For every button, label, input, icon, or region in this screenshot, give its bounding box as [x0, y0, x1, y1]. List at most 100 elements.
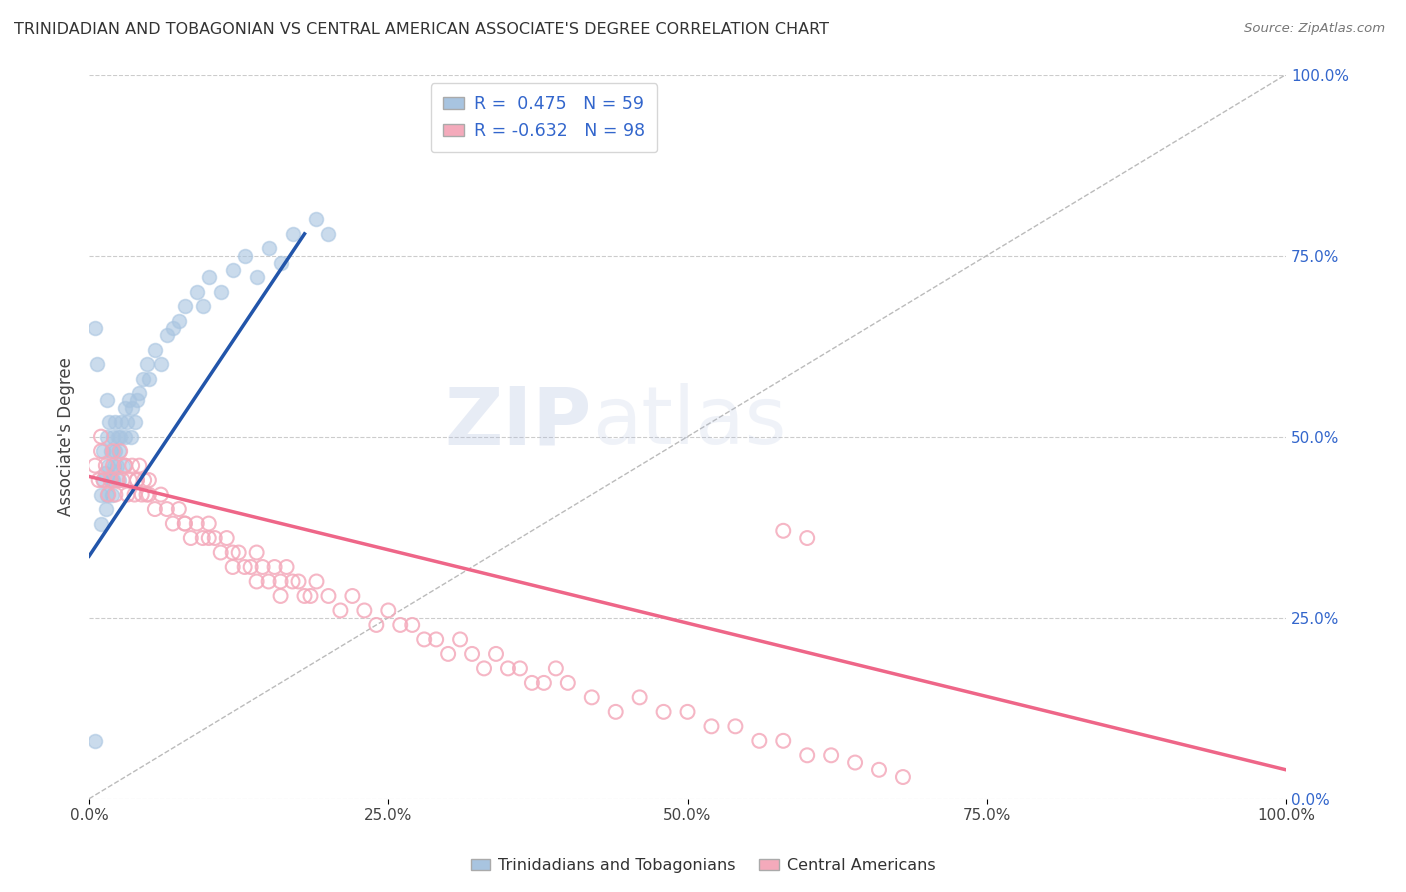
Point	[485, 647, 508, 661]
Text: atlas: atlas	[592, 384, 786, 461]
Point	[173, 299, 195, 313]
Point	[246, 574, 269, 589]
Point	[257, 574, 280, 589]
Point	[197, 531, 219, 545]
Point	[125, 473, 148, 487]
Point	[233, 560, 256, 574]
Point	[94, 458, 117, 473]
Point	[246, 270, 269, 285]
Point	[131, 487, 153, 501]
Point	[276, 560, 298, 574]
Point	[138, 473, 160, 487]
Point	[101, 458, 124, 473]
Point	[96, 487, 118, 501]
Point	[96, 430, 118, 444]
Legend: Trinidadians and Tobagonians, Central Americans: Trinidadians and Tobagonians, Central Am…	[464, 852, 942, 880]
Point	[449, 632, 471, 647]
Point	[93, 473, 115, 487]
Point	[366, 618, 388, 632]
Point	[724, 719, 747, 733]
Point	[305, 574, 328, 589]
Point	[90, 487, 112, 501]
Point	[209, 545, 232, 559]
Point	[197, 516, 219, 531]
Point	[124, 487, 146, 501]
Point	[111, 458, 134, 473]
Point	[128, 386, 150, 401]
Point	[472, 661, 495, 675]
Point	[191, 531, 214, 545]
Point	[389, 618, 412, 632]
Point	[186, 285, 208, 299]
Point	[173, 516, 195, 531]
Point	[557, 676, 579, 690]
Point	[796, 531, 818, 545]
Point	[143, 502, 166, 516]
Point	[180, 531, 202, 545]
Point	[149, 487, 172, 501]
Point	[125, 393, 148, 408]
Point	[461, 647, 484, 661]
Point	[377, 603, 399, 617]
Point	[270, 589, 292, 603]
Point	[121, 458, 143, 473]
Point	[156, 502, 179, 516]
Point	[191, 299, 214, 313]
Point	[90, 516, 112, 531]
Point	[110, 415, 132, 429]
Point	[100, 473, 122, 487]
Point	[108, 444, 131, 458]
Point	[868, 763, 890, 777]
Point	[294, 589, 316, 603]
Point	[149, 357, 172, 371]
Point	[509, 661, 531, 675]
Point	[239, 560, 262, 574]
Point	[437, 647, 460, 661]
Point	[342, 589, 364, 603]
Point	[329, 603, 352, 617]
Point	[84, 321, 107, 335]
Point	[401, 618, 423, 632]
Point	[134, 473, 156, 487]
Point	[156, 328, 179, 343]
Point	[281, 227, 304, 241]
Point	[215, 531, 238, 545]
Point	[162, 321, 184, 335]
Point	[891, 770, 914, 784]
Text: ZIP: ZIP	[444, 384, 592, 461]
Point	[86, 357, 108, 371]
Point	[97, 487, 120, 501]
Point	[820, 748, 842, 763]
Point	[299, 589, 322, 603]
Point	[90, 430, 112, 444]
Text: Source: ZipAtlas.com: Source: ZipAtlas.com	[1244, 22, 1385, 36]
Point	[108, 430, 131, 444]
Point	[114, 458, 136, 473]
Point	[114, 458, 136, 473]
Point	[90, 444, 112, 458]
Point	[117, 415, 139, 429]
Point	[84, 734, 107, 748]
Point	[101, 444, 124, 458]
Point	[305, 212, 328, 227]
Point	[318, 589, 340, 603]
Point	[100, 444, 122, 458]
Point	[167, 502, 190, 516]
Point	[581, 690, 603, 705]
Point	[101, 430, 124, 444]
Point	[628, 690, 651, 705]
Point	[270, 574, 292, 589]
Point	[104, 415, 127, 429]
Point	[233, 249, 256, 263]
Point	[167, 314, 190, 328]
Point	[104, 444, 127, 458]
Point	[676, 705, 699, 719]
Point	[117, 487, 139, 501]
Point	[222, 560, 245, 574]
Point	[425, 632, 447, 647]
Point	[796, 748, 818, 763]
Point	[281, 574, 304, 589]
Legend: R =  0.475   N = 59, R = -0.632   N = 98: R = 0.475 N = 59, R = -0.632 N = 98	[430, 83, 657, 153]
Point	[252, 560, 274, 574]
Point	[103, 458, 125, 473]
